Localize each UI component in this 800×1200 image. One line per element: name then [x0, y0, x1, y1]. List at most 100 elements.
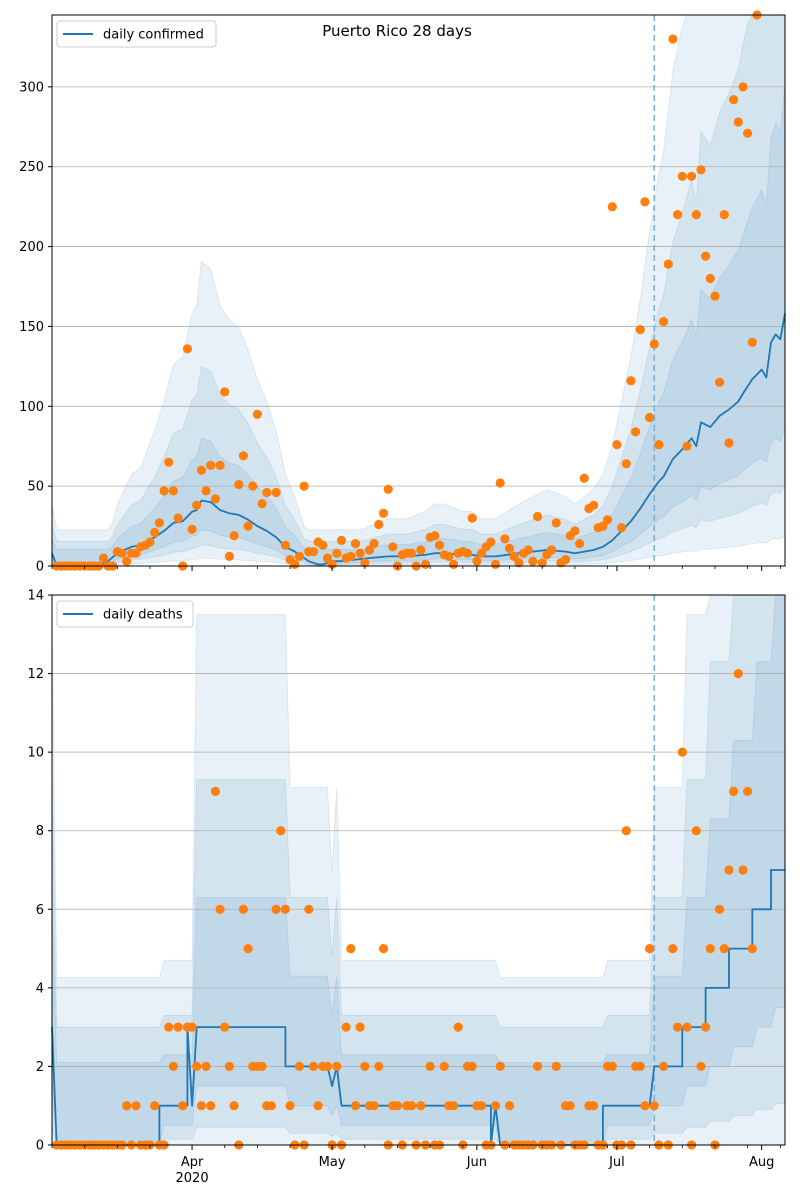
data-point — [439, 1061, 449, 1071]
y-tick-label: 150 — [19, 320, 44, 335]
data-point — [504, 543, 515, 554]
data-point — [262, 487, 272, 498]
data-point — [682, 441, 692, 451]
data-point — [682, 1022, 692, 1032]
data-point — [192, 500, 202, 510]
y-tick-label: 6 — [36, 903, 44, 918]
data-point — [467, 1061, 477, 1071]
data-point — [341, 1022, 351, 1032]
data-point — [668, 944, 678, 954]
confirmed-line-group — [51, 313, 786, 567]
data-point — [416, 1101, 426, 1111]
data-point — [346, 944, 356, 954]
y-tick-label: 50 — [27, 480, 44, 495]
data-point — [472, 556, 482, 566]
y-tick-label: 0 — [36, 560, 44, 575]
data-point — [224, 551, 234, 562]
data-point — [743, 786, 753, 797]
data-point — [168, 486, 178, 496]
data-point — [747, 944, 757, 954]
data-point — [248, 481, 258, 491]
data-point — [327, 559, 337, 570]
data-point — [490, 559, 501, 570]
y-tick-label: 250 — [19, 160, 44, 175]
data-point — [659, 1061, 669, 1071]
data-point — [196, 1101, 206, 1111]
x-tick-label: Jun — [466, 1155, 487, 1170]
data-point — [206, 1101, 216, 1111]
data-point — [733, 117, 743, 127]
data-point — [635, 1061, 645, 1071]
data-point — [374, 519, 384, 530]
data-point — [738, 82, 748, 92]
data-point — [290, 559, 300, 570]
data-point — [346, 551, 356, 562]
data-point — [729, 95, 739, 105]
data-point — [332, 1061, 342, 1071]
data-point — [187, 524, 197, 534]
data-point — [378, 944, 389, 954]
confirmed-axes-frame — [51, 14, 786, 567]
data-point — [150, 1101, 160, 1111]
data-point — [369, 539, 379, 549]
data-point — [182, 344, 192, 354]
data-point — [304, 904, 314, 914]
data-point — [551, 518, 561, 528]
data-point — [257, 499, 267, 509]
data-point — [467, 513, 477, 523]
data-point — [145, 537, 155, 547]
x-tick-label: Jul — [608, 1155, 625, 1170]
data-point — [603, 515, 613, 525]
series-line — [51, 869, 785, 1146]
data-point — [355, 548, 365, 558]
data-point — [528, 556, 538, 566]
data-point — [430, 531, 440, 541]
data-point — [224, 1061, 234, 1071]
data-point — [533, 511, 543, 522]
data-point — [374, 1061, 384, 1071]
confirmed-panel: 0 50 100 150 200 250 300 Puerto Rico 28 days d… — [19, 10, 786, 575]
y-tick-label: 10 — [27, 746, 44, 761]
data-point — [598, 521, 608, 531]
data-point — [434, 540, 445, 550]
data-point — [705, 273, 715, 284]
data-point — [243, 944, 253, 954]
confirmed-legend: daily confirmed — [56, 20, 217, 48]
data-point — [607, 1061, 617, 1071]
data-point — [257, 1061, 267, 1071]
data-point — [654, 440, 664, 450]
data-point — [490, 1101, 501, 1111]
data-point — [696, 165, 706, 175]
data-point — [663, 259, 673, 269]
data-point — [448, 1101, 459, 1111]
data-point — [322, 1061, 333, 1071]
data-point — [238, 451, 248, 461]
data-point — [285, 1101, 295, 1111]
data-point — [271, 904, 281, 914]
confirmed-gridlines — [52, 86, 785, 487]
data-point — [406, 548, 417, 558]
data-point — [649, 1101, 659, 1111]
data-point — [383, 484, 393, 494]
x-tick-label: Apr — [181, 1155, 204, 1170]
chart-title: Puerto Rico 28 days — [322, 22, 472, 40]
confirmed-x-axis — [51, 566, 781, 571]
data-point — [122, 1101, 132, 1111]
data-point — [514, 558, 524, 568]
data-point — [537, 558, 547, 568]
data-point — [504, 1101, 515, 1111]
data-point — [710, 291, 720, 301]
data-point — [332, 548, 342, 558]
data-point — [154, 518, 164, 528]
data-point — [462, 548, 473, 558]
data-point — [453, 1022, 463, 1032]
data-point — [617, 523, 627, 533]
data-point — [640, 197, 650, 207]
data-point — [318, 540, 328, 550]
data-point — [369, 1101, 379, 1111]
data-point — [206, 460, 216, 470]
